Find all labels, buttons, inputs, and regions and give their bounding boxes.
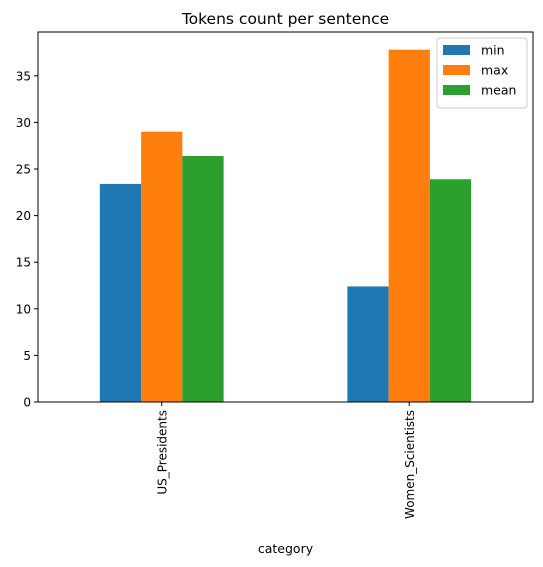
plot-area-frame — [37, 31, 534, 403]
y-tick-label: 5 — [23, 349, 31, 363]
y-tick-label: 25 — [16, 163, 31, 177]
y-tick-label: 30 — [16, 116, 31, 130]
legend-label-min: min — [481, 43, 505, 58]
bars-group — [99, 49, 472, 403]
y-tick-label: 20 — [16, 209, 31, 223]
x-axis: US_Presidents Women_Scientists — [155, 402, 417, 519]
bar-mean-us-presidents — [182, 155, 224, 402]
bar-min-women-scientists — [347, 286, 389, 402]
x-tick-label: US_Presidents — [155, 410, 169, 495]
y-tick-label: 10 — [16, 302, 31, 316]
legend: min max mean — [436, 37, 528, 109]
bar-min-us-presidents — [99, 183, 142, 402]
x-tick-label: Women_Scientists — [403, 410, 417, 519]
bar-mean-women-scientists — [429, 179, 472, 402]
legend-label-mean: mean — [481, 83, 516, 98]
y-tick-label: 0 — [23, 396, 31, 410]
bar-max-women-scientists — [388, 49, 430, 402]
y-tick-label: 15 — [16, 256, 31, 270]
chart-title: Tokens count per sentence — [181, 10, 389, 28]
legend-swatch-min — [443, 45, 470, 55]
legend-swatch-mean — [443, 85, 470, 95]
legend-label-max: max — [481, 63, 508, 78]
bar-max-us-presidents — [141, 131, 183, 403]
legend-swatch-max — [443, 65, 470, 75]
x-axis-label: category — [258, 541, 314, 556]
y-axis: 0 5 10 15 20 25 30 35 — [16, 69, 38, 410]
y-tick-label: 35 — [16, 69, 31, 83]
